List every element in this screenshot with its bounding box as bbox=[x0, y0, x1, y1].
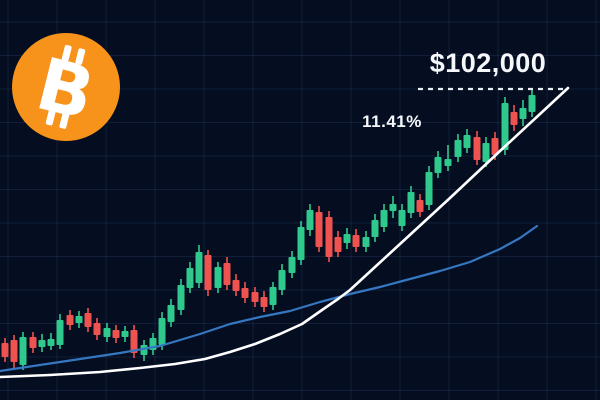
bitcoin-logo-icon: B bbox=[12, 33, 120, 141]
percent-change-label: 11.41% bbox=[362, 112, 422, 131]
price-target-label: $102,000 bbox=[429, 48, 547, 78]
bitcoin-coin-circle bbox=[12, 33, 120, 141]
bitcoin-bottom-tick bbox=[59, 112, 70, 129]
bitcoin-top-tick bbox=[61, 44, 72, 62]
bitcoin-top-tick bbox=[75, 48, 86, 65]
bitcoin-bottom-tick bbox=[45, 109, 56, 126]
